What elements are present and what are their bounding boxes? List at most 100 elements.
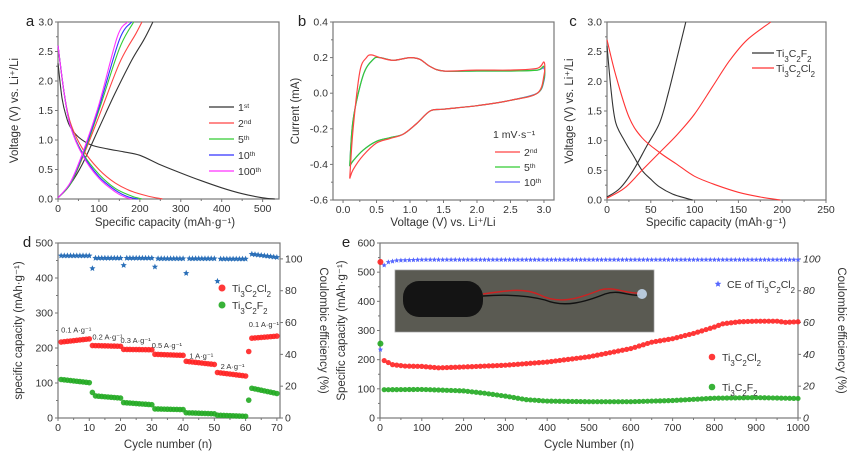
capacity-marker — [745, 395, 751, 401]
capacity-marker — [678, 397, 684, 403]
ce-marker — [644, 256, 651, 262]
capacity-marker — [636, 398, 642, 405]
capacity-marker — [419, 386, 425, 393]
ce-marker — [133, 254, 140, 261]
capacity-marker — [511, 394, 517, 401]
ce-marker — [573, 256, 580, 262]
capacity-marker — [527, 397, 534, 403]
capacity-marker — [490, 391, 496, 397]
x-tick-label: 0.5 — [369, 204, 384, 216]
ce-marker — [79, 252, 87, 259]
ce-marker — [173, 255, 180, 262]
ce-marker — [233, 255, 240, 262]
ce-marker — [653, 256, 659, 262]
ce-marker — [490, 256, 496, 262]
capacity-marker — [695, 329, 701, 335]
ce-marker — [435, 256, 442, 262]
ce-marker — [58, 252, 65, 259]
capacity-marker — [565, 356, 571, 362]
panel-b: 0.0 0.5 1.0 1.5 2.0 2.5 3.0 -0.6 -0.4 -0.2 0.0 0.2 0… — [290, 13, 555, 229]
capacity-marker — [117, 395, 124, 401]
capacity-marker — [274, 390, 280, 397]
capacity-marker — [632, 344, 638, 350]
charge-curve-Ti3C2F2 — [606, 21, 687, 198]
ce-marker — [749, 256, 755, 262]
ce-marker — [267, 253, 274, 260]
capacity-marker — [665, 336, 672, 342]
capacity-marker — [444, 387, 450, 393]
x-tick-label: 300 — [497, 422, 515, 434]
capacity-marker — [523, 361, 529, 367]
y-tick-label: 2.0 — [38, 76, 53, 88]
capacity-marker — [565, 398, 571, 404]
ce-marker — [603, 256, 609, 262]
ce-marker — [98, 254, 105, 261]
capacity-marker — [431, 364, 437, 371]
x-axis-label: Specific capacity (mAh·g⁻¹) — [646, 217, 786, 229]
y-tick-label: 3.0 — [587, 17, 602, 29]
capacity-marker — [674, 335, 680, 341]
ce-marker — [519, 256, 525, 262]
y-tick-label: 300 — [357, 325, 375, 337]
legend-label: 10th — [238, 150, 256, 162]
capacity-marker — [640, 342, 646, 348]
capacity-marker — [410, 363, 417, 369]
ce-marker — [578, 256, 584, 262]
x-tick-label: 20 — [115, 422, 127, 434]
legend-label: Ti3C2F2 — [776, 48, 812, 64]
x-tick-label: 30 — [146, 422, 158, 434]
ce-marker — [544, 256, 550, 262]
cv-curve-2nd — [349, 54, 546, 179]
ce-marker — [64, 252, 71, 259]
capacity-marker — [578, 355, 584, 361]
capacity-marker — [389, 362, 396, 368]
y-axis-label: Voltage (V) vs. Li⁺/Li — [9, 58, 21, 163]
capacity-marker — [398, 386, 404, 393]
legend-marker — [708, 353, 716, 361]
capacity-marker — [569, 398, 575, 405]
ce-marker — [242, 255, 249, 262]
x-tick-label: 70 — [271, 422, 283, 434]
ce-marker — [582, 256, 588, 262]
ce-marker — [92, 254, 99, 261]
ce-marker — [410, 257, 417, 263]
ce-marker — [548, 256, 554, 262]
capacity-marker — [211, 361, 218, 368]
ce-marker — [774, 256, 780, 262]
ce-marker — [86, 252, 93, 259]
ce-marker — [502, 256, 509, 262]
ce-marker — [527, 256, 534, 262]
y-tick-label: 2.0 — [587, 76, 602, 88]
ce-marker — [791, 256, 797, 262]
capacity-marker — [736, 395, 743, 401]
capacity-marker — [590, 353, 596, 359]
capacity-marker — [473, 363, 479, 370]
x-tick-label: 50 — [645, 204, 657, 216]
capacity-marker — [452, 364, 458, 370]
ce-marker — [427, 256, 433, 262]
panel-c: 0 50 100 150 200 250 0.0 0.5 1.0 1.5 2.0 2.5 3.0 c Spe… — [564, 13, 835, 229]
rate-label: 0.5 A·g⁻¹ — [152, 341, 183, 350]
ce-marker — [452, 256, 458, 262]
capacity-marker — [532, 397, 538, 403]
capacity-marker — [377, 258, 384, 265]
discharge-curve-Ti3C2Cl2 — [606, 39, 781, 201]
capacity-marker — [590, 399, 596, 405]
capacity-marker — [394, 362, 400, 368]
ce-marker — [711, 256, 718, 262]
capacity-marker — [498, 362, 504, 368]
capacity-marker — [561, 398, 567, 404]
ce-marker — [707, 256, 713, 262]
ce-marker — [381, 262, 387, 268]
y2-tick-label: 40 — [285, 349, 297, 361]
y-axis-label: Voltage (V) vs. Li⁺/Li — [564, 58, 576, 163]
capacity-marker — [690, 330, 697, 337]
ce-marker — [661, 256, 667, 262]
capacity-marker — [536, 360, 542, 366]
ce-marker — [198, 255, 205, 262]
legend-title: 1 mV·s⁻¹ — [493, 129, 536, 141]
ce-marker — [179, 255, 187, 262]
capacity-marker — [515, 361, 521, 367]
capacity-marker — [766, 318, 772, 324]
legend-label: 2nd — [524, 147, 538, 159]
